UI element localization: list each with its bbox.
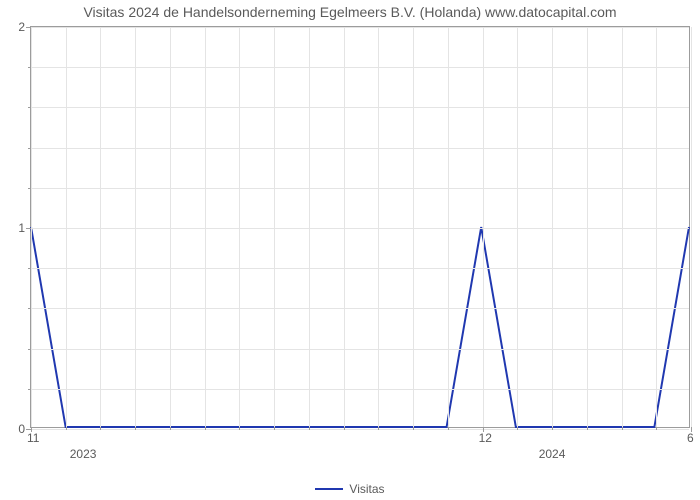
year-label: 2024 [539, 427, 566, 461]
grid-v [135, 27, 136, 427]
xtick-minor [274, 427, 275, 430]
xtick-label: 6 [687, 427, 694, 445]
grid-v [66, 27, 67, 427]
grid-v [448, 27, 449, 427]
grid-h-minor [31, 308, 689, 309]
line-chart: Visitas 2024 de Handelsonderneming Egelm… [0, 0, 700, 500]
grid-v [378, 27, 379, 427]
xtick-minor [448, 427, 449, 430]
xtick-minor [517, 427, 518, 430]
xtick-minor [170, 427, 171, 430]
ytick-label: 1 [18, 221, 31, 235]
grid-v [622, 27, 623, 427]
xtick-label: 11 [27, 427, 39, 445]
grid-v [274, 27, 275, 427]
xtick-label: 12 [479, 427, 492, 445]
grid-h-minor [31, 268, 689, 269]
chart-title: Visitas 2024 de Handelsonderneming Egelm… [0, 4, 700, 20]
legend-label: Visitas [349, 482, 384, 496]
grid-v [344, 27, 345, 427]
grid-h-minor [31, 389, 689, 390]
xtick-minor [135, 427, 136, 430]
year-label: 2023 [70, 427, 97, 461]
grid-v [656, 27, 657, 427]
ytick-label: 2 [18, 20, 31, 34]
grid-v [517, 27, 518, 427]
grid-v [691, 27, 692, 427]
grid-h-minor [31, 349, 689, 350]
grid-h-minor [31, 67, 689, 68]
grid-h-minor [31, 107, 689, 108]
grid-h [31, 228, 689, 229]
legend: Visitas [0, 481, 700, 496]
xtick-minor [378, 427, 379, 430]
grid-v [587, 27, 588, 427]
grid-h-minor [31, 148, 689, 149]
grid-v [170, 27, 171, 427]
grid-v [413, 27, 414, 427]
xtick-minor [344, 427, 345, 430]
grid-h [31, 429, 689, 430]
plot-area: 0121112620232024 [30, 26, 690, 428]
xtick-minor [309, 427, 310, 430]
grid-v [31, 27, 32, 427]
grid-h-minor [31, 188, 689, 189]
xtick-minor [239, 427, 240, 430]
series-line [31, 227, 689, 427]
grid-h [31, 27, 689, 28]
grid-v [552, 27, 553, 427]
grid-v [239, 27, 240, 427]
xtick-minor [622, 427, 623, 430]
xtick-minor [587, 427, 588, 430]
grid-v [483, 27, 484, 427]
grid-v [100, 27, 101, 427]
xtick-minor [205, 427, 206, 430]
xtick-minor [413, 427, 414, 430]
xtick-minor [656, 427, 657, 430]
grid-v [205, 27, 206, 427]
legend-swatch [315, 488, 343, 490]
xtick-minor [66, 427, 67, 430]
xtick-minor [100, 427, 101, 430]
data-line [31, 27, 689, 427]
grid-v [309, 27, 310, 427]
